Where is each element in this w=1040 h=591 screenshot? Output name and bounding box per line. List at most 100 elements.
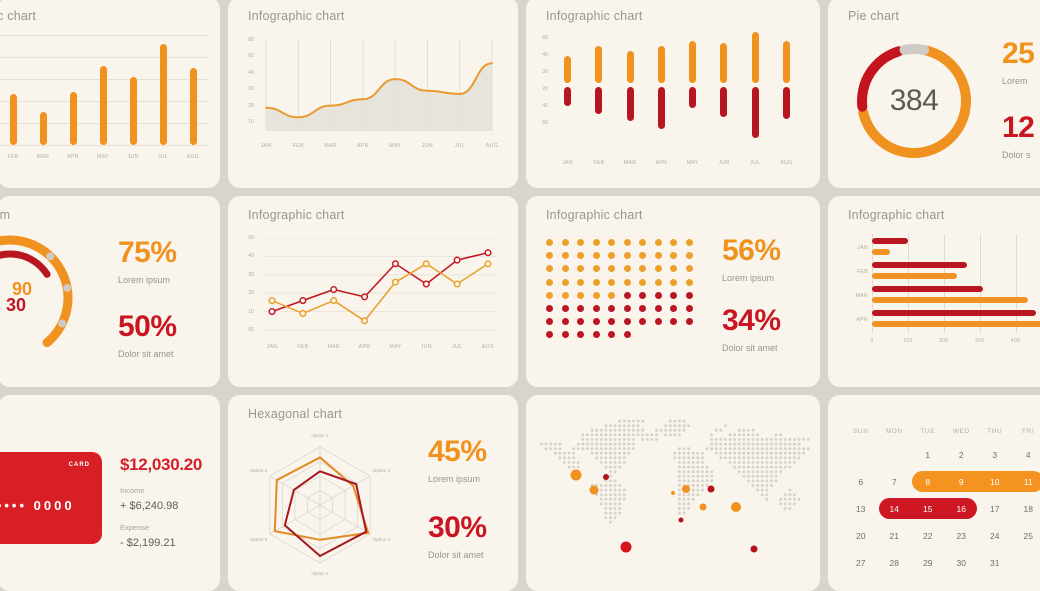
calendar-day[interactable]: 7: [878, 468, 912, 495]
bar-negative: [720, 87, 727, 117]
x-axis-label: APR: [353, 344, 377, 350]
credit-card[interactable]: CARD •••• •••• 0000 Expiry 00/00: [0, 452, 102, 544]
y-axis-label: MAR: [852, 293, 868, 299]
x-axis-label: APR: [58, 154, 88, 160]
y-axis-tick: 40: [238, 70, 254, 76]
y-axis-tick: 50: [238, 235, 254, 241]
x-axis-label: AUG: [476, 344, 500, 350]
radar-stat-2-label: Dolor sit amet: [428, 550, 487, 560]
matrix-dot: [686, 305, 693, 312]
bar-red: [872, 262, 967, 268]
y-axis-tick: 60: [534, 120, 548, 126]
calendar-weekday: WED: [945, 421, 979, 441]
calendar-day[interactable]: 27: [844, 549, 878, 576]
bar-negative: [595, 87, 602, 114]
x-axis-label: FEB: [583, 160, 614, 166]
calendar-day[interactable]: 20: [844, 522, 878, 549]
matrix-dot: [562, 305, 569, 312]
calendar-day[interactable]: 22: [911, 522, 945, 549]
x-axis-label: JUN: [414, 344, 438, 350]
card-title: Infographic chart: [248, 208, 345, 222]
calendar-day[interactable]: 1: [911, 441, 945, 468]
diagram-stat-2-label: Dolor sit amet: [118, 349, 177, 359]
x-axis-label: JAN: [254, 143, 278, 149]
calendar-day[interactable]: 6: [844, 468, 878, 495]
matrix-dot: [577, 305, 584, 312]
donut-center-value: 384: [850, 37, 978, 165]
calendar-day[interactable]: 21: [878, 522, 912, 549]
calendar-day[interactable]: 11: [1012, 468, 1040, 495]
matrix-dot: [624, 279, 631, 286]
matrix-dot: [546, 265, 553, 272]
card-dot-matrix[interactable]: Infographic chart 56% Lorem ipsum 34% Do…: [526, 196, 820, 387]
calendar-day[interactable]: 29: [911, 549, 945, 576]
donut-chart[interactable]: 384: [850, 37, 978, 165]
matrix-dot: [624, 265, 631, 272]
world-map[interactable]: [536, 407, 812, 579]
radar-stat-2-value: 30%: [428, 513, 487, 543]
bar-positive: [689, 41, 696, 83]
matrix-dot: [686, 265, 693, 272]
calendar-day: [844, 441, 878, 468]
wallet-balance: $12,030.20: [120, 455, 202, 475]
y-axis-tick: 30: [534, 69, 548, 75]
x-axis-label: JUN: [118, 154, 148, 160]
calendar-day[interactable]: 15: [911, 495, 945, 522]
bar: [160, 44, 167, 145]
x-axis-label: FEB: [0, 154, 28, 160]
matrix-dot: [624, 318, 631, 325]
calendar-day[interactable]: 10: [978, 468, 1012, 495]
calendar-day[interactable]: 24: [978, 522, 1012, 549]
pie-stat-1: 25 Lorem: [1002, 39, 1034, 86]
card-hbar-chart[interactable]: Infographic chart 0100200300400500JANFEB…: [828, 196, 1040, 387]
matrix-dot: [639, 318, 646, 325]
matrix-dot: [639, 305, 646, 312]
bar-positive: [783, 41, 790, 83]
calendar-day[interactable]: 23: [945, 522, 979, 549]
calendar-day[interactable]: 30: [945, 549, 979, 576]
x-axis-label: JUL: [148, 154, 178, 160]
matrix-dot: [546, 292, 553, 299]
calendar-day[interactable]: 4: [1012, 441, 1040, 468]
calendar-day[interactable]: 8: [911, 468, 945, 495]
calendar-day[interactable]: 14: [878, 495, 912, 522]
bar-negative: [752, 87, 759, 138]
diagram-stat-1-label: Lorem ipsum: [118, 275, 177, 285]
matrix-dot: [639, 292, 646, 299]
calendar-day[interactable]: 13: [844, 495, 878, 522]
card-number: •••• •••• 0000: [0, 498, 75, 513]
calendar-day[interactable]: 9: [945, 468, 979, 495]
calendar-day[interactable]: 2: [945, 441, 979, 468]
bar-positive: [595, 46, 602, 83]
calendar-day[interactable]: 25: [1012, 522, 1040, 549]
calendar-day[interactable]: 31: [978, 549, 1012, 576]
wallet-summary: $12,030.20 Income + $6,240.98 Expense - …: [120, 455, 202, 549]
calendar-day[interactable]: 16: [945, 495, 979, 522]
x-axis-label: MAY: [383, 344, 407, 350]
card-wallet[interactable]: CARD •••• •••• 0000 Expiry 00/00 $12,030…: [0, 395, 220, 591]
calendar-day[interactable]: 17: [978, 495, 1012, 522]
radar-axis-label: Option 6: [245, 468, 273, 473]
matrix-dot: [608, 265, 615, 272]
calendar-day[interactable]: 28: [878, 549, 912, 576]
card-diagram[interactable]: ...gram 90 30 75% Lorem ipsum 50% Dolor …: [0, 196, 220, 387]
calendar-day[interactable]: 3: [978, 441, 1012, 468]
wallet-expense-value: - $2,199.21: [120, 537, 202, 549]
calendar-day[interactable]: 18: [1012, 495, 1040, 522]
card-world-map[interactable]: [526, 395, 820, 591]
matrix-dot: [608, 252, 615, 259]
card-pie-chart[interactable]: Pie chart 384 25 Lorem 12 Dolor s: [828, 0, 1040, 188]
calendar-weekday: SUN: [844, 421, 878, 441]
y-axis-tick: 40: [238, 253, 254, 259]
